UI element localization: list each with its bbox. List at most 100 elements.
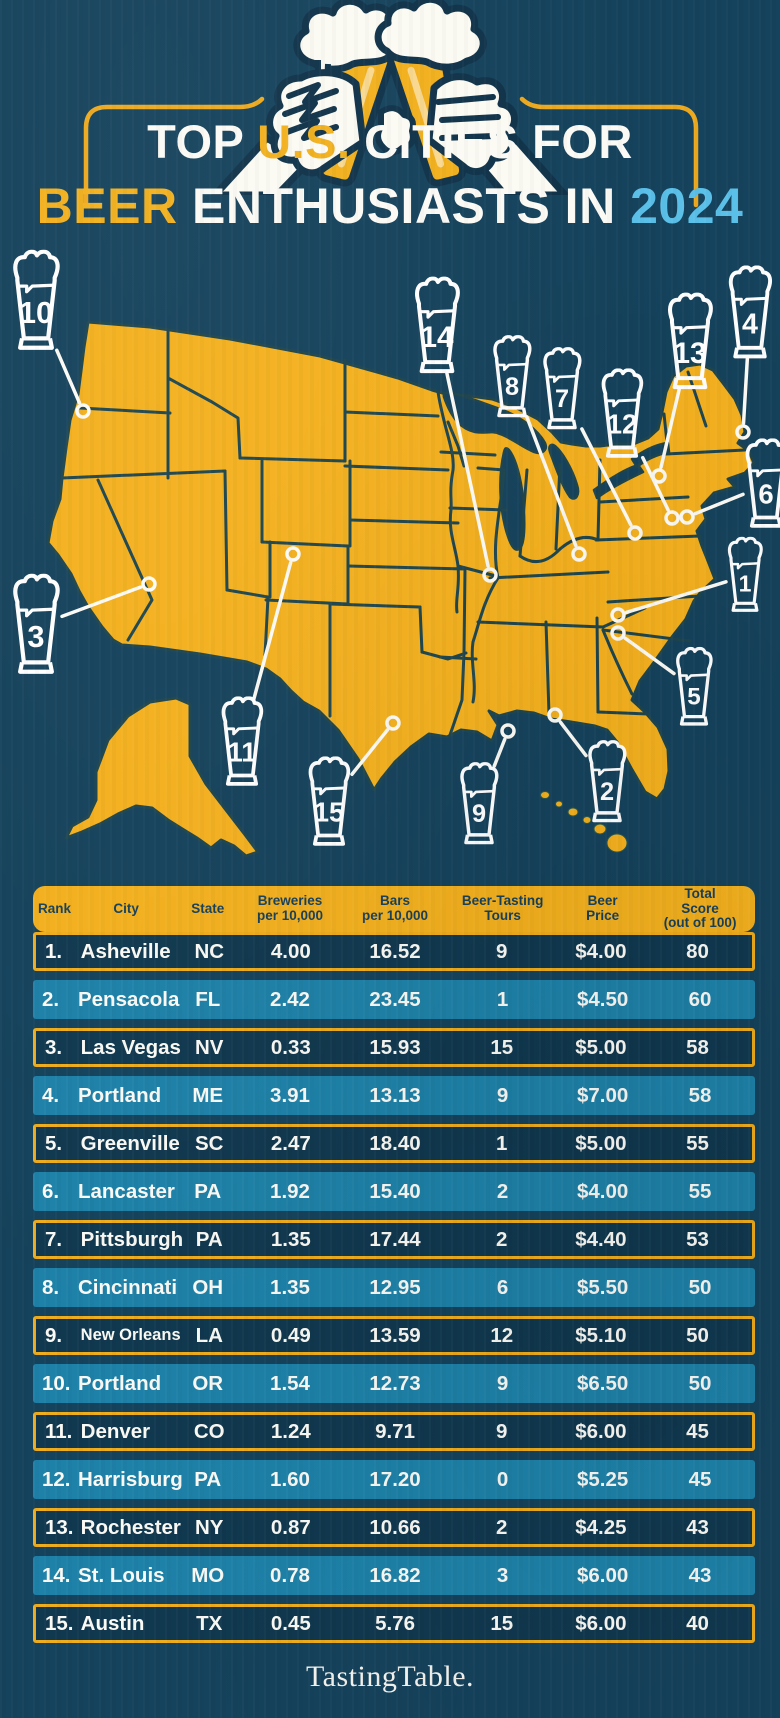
table-row: 6. Lancaster PA 1.92 15.40 2 $4.00 55 [33, 1172, 755, 1211]
title-line-1: TOP U.S. CITIES FOR [0, 118, 780, 165]
city-dot [500, 723, 516, 739]
marker-rank-number: 11 [227, 737, 256, 768]
marker-line [659, 387, 681, 469]
marker-line [55, 348, 82, 405]
cell-bars: 10.66 [369, 1515, 421, 1539]
cell-state: PA [195, 1227, 223, 1251]
table-header-row: Rank City State Breweries per 10,000 Bars per … [33, 886, 755, 932]
map-marker-15: 15 [308, 715, 401, 846]
cell-bars: 23.45 [369, 987, 421, 1011]
title-segment: ENTHUSIASTS IN [177, 178, 631, 234]
cell-price: $6.00 [576, 1563, 629, 1587]
cell-tours: 2 [496, 1227, 508, 1251]
marker-line [445, 371, 490, 568]
table-row: 5. Greenville SC 2.47 18.40 1 $5.00 55 [33, 1124, 755, 1163]
title-segment: BEER [36, 178, 178, 234]
marker-rank-number: 6 [758, 479, 773, 510]
cell-price: $5.10 [575, 1323, 627, 1347]
marker-rank-number: 14 [420, 321, 454, 354]
marker-rank-number: 2 [600, 778, 614, 806]
table-row: 7. Pittsburgh PA 1.35 17.44 2 $4.40 53 [33, 1220, 755, 1259]
cell-price: $6.00 [575, 1611, 627, 1635]
cell-bars: 13.59 [369, 1323, 421, 1347]
cell-state: MO [191, 1563, 225, 1587]
cell-bars: 16.52 [369, 939, 421, 963]
column-header: Breweries per 10,000 [256, 893, 324, 923]
marker-rank-number: 4 [742, 308, 758, 340]
title-segment: TOP [147, 115, 258, 168]
cell-city: Portland [77, 1371, 162, 1395]
cell-state: FL [195, 987, 221, 1011]
city-dot [610, 607, 626, 623]
cell-breweries: 1.35 [270, 1227, 311, 1251]
cell-breweries: 1.24 [270, 1419, 311, 1443]
cell-tours: 15 [490, 1611, 514, 1635]
table-row: 9. New Orleans LA 0.49 13.59 12 $5.10 50 [33, 1316, 755, 1355]
alaska-shape [64, 696, 260, 858]
cell-breweries: 0.45 [270, 1611, 311, 1635]
header: TOP U.S. CITIES FOR BEER ENTHUSIASTS IN … [0, 0, 780, 250]
cell-rank: 3. [45, 1035, 63, 1059]
city-dot [571, 546, 587, 562]
table-row: 8. Cincinnati OH 1.35 12.95 6 $5.50 50 [33, 1268, 755, 1307]
cell-tours: 12 [490, 1323, 514, 1347]
cell-state: OH [192, 1275, 224, 1299]
marker-line [251, 560, 293, 703]
column-header: Total Score (out of 100) [663, 886, 737, 931]
marker-line [693, 492, 745, 516]
cell-tours: 9 [496, 939, 508, 963]
cell-tours: 0 [496, 1467, 509, 1491]
cell-state: NC [194, 939, 225, 963]
cell-city: Cincinnati [77, 1275, 178, 1299]
cell-price: $6.00 [575, 1419, 627, 1443]
cell-rank: 8. [42, 1275, 60, 1299]
cell-city: Pensacola [77, 987, 180, 1011]
cell-state: OR [192, 1371, 224, 1395]
cell-city: St. Louis [77, 1563, 165, 1587]
cell-breweries: 0.78 [270, 1563, 310, 1587]
marker-line [624, 580, 728, 615]
marker-rank-number: 15 [314, 797, 345, 828]
cell-state: CO [193, 1419, 225, 1443]
column-header: Beer-Tasting Tours [461, 893, 544, 923]
map-marker-5: 5 [610, 625, 713, 726]
clinking-beer-glasses-icon [211, 0, 569, 195]
table-row: 10. Portland OR 1.54 12.73 9 $6.50 50 [33, 1364, 755, 1403]
column-header: Bars per 10,000 [362, 893, 429, 923]
cell-city: Lancaster [77, 1179, 175, 1203]
marker-line [580, 427, 633, 527]
cell-price: $7.00 [576, 1083, 629, 1107]
map-marker-9: 9 [460, 723, 516, 845]
ranking-table: Rank City State Breweries per 10,000 Bars per … [33, 886, 755, 1652]
cell-rank: 11. [45, 1419, 73, 1443]
hawaii-islands [540, 791, 628, 853]
cell-state: SC [195, 1131, 224, 1155]
marker-line [558, 720, 588, 758]
cell-score: 55 [688, 1179, 712, 1203]
cell-tours: 1 [496, 987, 509, 1011]
map-marker-12: 12 [601, 368, 680, 526]
cell-state: PA [194, 1179, 222, 1203]
cell-state: TX [196, 1611, 223, 1635]
map-marker-14: 14 [417, 278, 498, 583]
table-row: 4. Portland ME 3.91 13.13 9 $7.00 58 [33, 1076, 755, 1115]
cell-score: 50 [688, 1371, 712, 1395]
cell-bars: 5.76 [375, 1611, 415, 1635]
cell-tours: 9 [496, 1371, 509, 1395]
cell-city: Denver [80, 1419, 151, 1443]
cell-breweries: 4.00 [270, 939, 311, 963]
cell-state: ME [192, 1083, 224, 1107]
marker-line [623, 636, 676, 676]
marker-rank-number: 7 [555, 385, 569, 413]
column-header: Rank [37, 900, 71, 916]
cell-bars: 15.93 [369, 1035, 421, 1059]
marker-rank-number: 10 [19, 295, 53, 330]
cell-rank: 5. [45, 1131, 63, 1155]
city-dot [285, 546, 301, 562]
cell-breweries: 1.54 [270, 1371, 310, 1395]
cell-tours: 1 [496, 1131, 508, 1155]
cell-city: Las Vegas [80, 1035, 181, 1059]
title-line-2: BEER ENTHUSIASTS IN 2024 [0, 181, 780, 231]
